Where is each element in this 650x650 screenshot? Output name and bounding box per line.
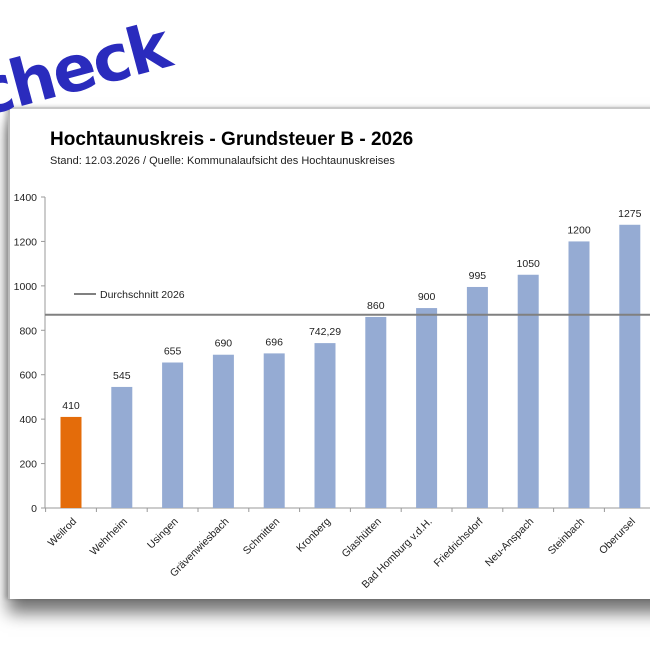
bar-schmitten xyxy=(263,353,285,508)
y-tick-label: 800 xyxy=(19,325,37,337)
chart-title: Hochtaunuskreis - Grundsteuer B - 2026 xyxy=(50,129,414,150)
data-label: 1050 xyxy=(517,258,541,270)
chart-subtitle: Stand: 12.03.2026 / Quelle: Kommunalaufs… xyxy=(50,155,395,167)
bar-usingen xyxy=(162,362,184,508)
data-label: 860 xyxy=(367,300,385,312)
y-tick-label: 1400 xyxy=(14,192,38,204)
data-label: 1275 xyxy=(618,208,642,220)
y-tick-label: 1200 xyxy=(14,236,38,248)
y-tick-label: 1000 xyxy=(14,281,38,293)
data-label: 742,29 xyxy=(309,326,341,338)
data-label: 995 xyxy=(469,270,487,282)
x-tick-label: Schmitten xyxy=(241,516,283,558)
x-tick-label: Wehrheim xyxy=(88,515,130,557)
y-tick-label: 600 xyxy=(19,370,37,382)
data-label: 1200 xyxy=(567,224,591,236)
data-label: 900 xyxy=(418,291,436,303)
bar-wehrheim xyxy=(111,386,133,508)
bar-kronberg xyxy=(314,343,336,508)
bar-weilrod xyxy=(60,416,82,508)
legend-label: Durchschnitt 2026 xyxy=(100,289,185,301)
x-tick-label: Usingen xyxy=(145,516,181,552)
bar-steinbach xyxy=(568,241,590,508)
data-label: 410 xyxy=(62,400,80,412)
y-tick-label: 200 xyxy=(19,459,37,471)
x-tick-label: Steinbach xyxy=(546,516,588,558)
x-tick-label: Glashütten xyxy=(340,516,385,561)
x-tick-label: Neu-Anspach xyxy=(483,516,537,570)
bar-neu-anspach xyxy=(517,274,539,508)
bar-bad-homburg-v-d-h- xyxy=(416,308,438,508)
bar-gr-venwiesbach xyxy=(212,354,234,508)
data-label: 696 xyxy=(265,336,283,348)
bar-oberursel xyxy=(619,224,641,508)
bar-glash-tten xyxy=(365,316,387,508)
x-tick-label: Kronberg xyxy=(294,516,333,555)
y-tick-label: 400 xyxy=(19,414,37,426)
y-tick-label: 0 xyxy=(31,503,37,515)
x-tick-label: Weilrod xyxy=(46,516,80,550)
data-label: 655 xyxy=(164,345,182,357)
data-label: 690 xyxy=(215,338,233,350)
x-tick-label: Oberursel xyxy=(597,516,638,557)
x-tick-label: Friedrichsdorf xyxy=(432,516,486,570)
bar-friedrichsdorf xyxy=(466,286,488,508)
data-label: 545 xyxy=(113,370,131,382)
